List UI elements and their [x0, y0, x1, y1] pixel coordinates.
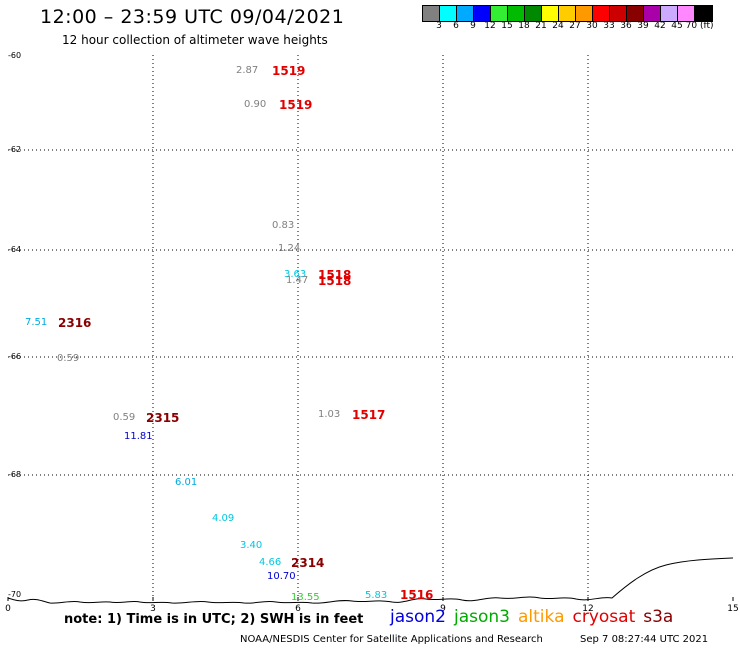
- color-scale-swatch: [661, 6, 678, 21]
- color-scale-swatch: [474, 6, 491, 21]
- wave-height-value: 3.40: [240, 540, 263, 551]
- wave-height-value: 0.83: [272, 220, 295, 231]
- generated-timestamp: Sep 7 08:27:44 UTC 2021: [580, 634, 709, 645]
- color-scale-label: 21: [535, 21, 547, 31]
- wave-height-value: 0.59: [113, 412, 136, 423]
- footer-note: note: 1) Time is in UTC; 2) SWH is in fe…: [64, 612, 364, 627]
- color-scale-label: 12: [484, 21, 496, 31]
- lat-label: -68: [8, 470, 22, 479]
- wave-height-value: 3.63: [284, 269, 307, 280]
- color-scale-swatch: [423, 6, 440, 21]
- lon-label: 15: [727, 604, 739, 614]
- color-scale-swatch: [610, 6, 627, 21]
- color-scale-label: 36: [620, 21, 632, 31]
- color-scale-swatch: [695, 6, 712, 21]
- wave-height-value: 2.87: [236, 65, 259, 76]
- color-scale-label: 42: [654, 21, 666, 31]
- lat-label: -60: [8, 51, 22, 60]
- wave-height-value: 1.47: [286, 275, 309, 286]
- color-scale-label: 9: [470, 21, 476, 31]
- color-scale-label: 15: [501, 21, 513, 31]
- wave-height-value: 6.01: [175, 477, 198, 488]
- color-scale-swatch: [559, 6, 576, 21]
- color-scale-swatch: [593, 6, 610, 21]
- lat-label: -70: [8, 590, 22, 599]
- lon-label: 0: [5, 604, 11, 614]
- pass-time-label: 2315: [146, 411, 180, 425]
- lon-label: 9: [440, 604, 446, 614]
- color-scale-label: 18: [518, 21, 530, 31]
- color-scale-swatch: [627, 6, 644, 21]
- map-title: 12:00 – 23:59 UTC 09/04/2021: [40, 6, 345, 28]
- mission-cryosat: cryosat: [572, 607, 636, 627]
- wave-height-value: 5.83: [365, 590, 388, 601]
- lat-label: -66: [8, 352, 22, 361]
- color-scale-swatch: [525, 6, 542, 21]
- color-scale-label: 24: [552, 21, 564, 31]
- color-scale-label: 45: [671, 21, 683, 31]
- coastline: [7, 557, 734, 604]
- wave-height-value: 11.81: [124, 431, 153, 442]
- color-scale-swatch: [491, 6, 508, 21]
- pass-time-label: 1516: [400, 588, 434, 602]
- pass-time-label: 2314: [291, 556, 325, 570]
- pass-time-label: 2316: [58, 316, 92, 330]
- mission-altika: altika: [518, 607, 565, 627]
- lat-label: -62: [8, 145, 22, 154]
- mission-jason3: jason3: [454, 607, 510, 627]
- wave-height-value: 0.59: [57, 353, 80, 364]
- pass-time-label: 1517: [352, 408, 386, 422]
- wave-height-value: 1.24: [278, 243, 301, 254]
- color-scale-label: 39: [637, 21, 649, 31]
- lat-label: -64: [8, 245, 22, 254]
- color-scale-label: 27: [569, 21, 581, 31]
- mission-s3a: s3a: [643, 607, 674, 627]
- color-scale-swatch: [440, 6, 457, 21]
- wave-height-value: 10.70: [267, 571, 296, 582]
- wave-height-value: 4.09: [212, 513, 235, 524]
- credit-line: NOAA/NESDIS Center for Satellite Applica…: [240, 634, 543, 645]
- color-scale-swatch: [576, 6, 593, 21]
- mission-legend: jason2 jason3 altika cryosat s3a: [390, 607, 681, 627]
- wave-height-value: 13.55: [291, 592, 320, 603]
- color-scale-swatch: [508, 6, 525, 21]
- pass-time-label: 1518: [318, 274, 352, 288]
- lon-label: 6: [295, 604, 301, 614]
- color-scale-swatch: [678, 6, 695, 21]
- lon-label: 3: [150, 604, 156, 614]
- pass-time-label: 1518: [318, 268, 352, 282]
- pass-time-label: 1519: [272, 64, 306, 78]
- color-scale-label: 30: [586, 21, 598, 31]
- wave-height-value: 0.90: [244, 99, 267, 110]
- color-scale-bar: [422, 5, 713, 22]
- color-scale-label: 33: [603, 21, 615, 31]
- lon-label: 12: [582, 604, 594, 614]
- color-scale-label: 6: [453, 21, 459, 31]
- axis-ticks: [7, 597, 734, 601]
- color-scale-swatch: [542, 6, 559, 21]
- wave-height-value: 7.51: [25, 317, 48, 328]
- pass-time-label: 1519: [279, 98, 313, 112]
- color-scale-label: 3: [436, 21, 442, 31]
- mission-jason2: jason2: [390, 607, 446, 627]
- color-scale-swatch: [644, 6, 661, 21]
- wave-height-value: 4.66: [259, 557, 282, 568]
- color-scale-label: 70 (ft): [685, 21, 714, 31]
- grid-lines: [8, 55, 733, 601]
- color-scale-swatch: [457, 6, 474, 21]
- map-subtitle: 12 hour collection of altimeter wave hei…: [62, 33, 328, 47]
- wave-height-value: 1.03: [318, 409, 341, 420]
